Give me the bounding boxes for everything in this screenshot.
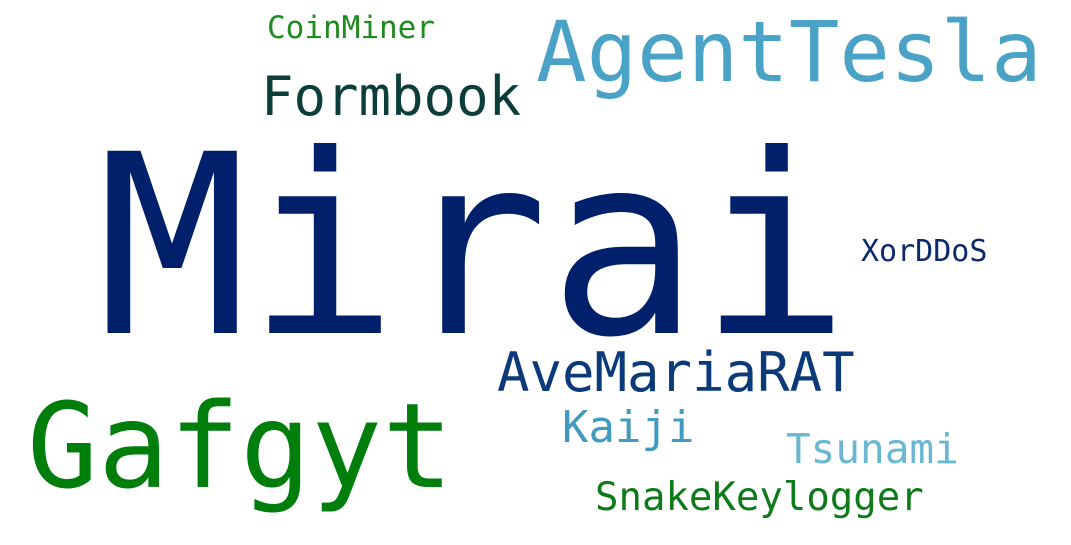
word-coinminer: CoinMiner xyxy=(267,10,435,46)
word-snakekeylogger: SnakeKeylogger xyxy=(595,475,924,520)
word-tsunami: Tsunami xyxy=(786,425,959,473)
word-kaiji: Kaiji xyxy=(562,402,695,453)
word-mirai: Mirai xyxy=(97,101,850,392)
word-formbook: Formbook xyxy=(261,65,522,128)
word-avemariarat: AveMariaRAT xyxy=(497,341,855,404)
word-xorddos: XorDDoS xyxy=(861,234,988,269)
word-agenttesla: AgentTesla xyxy=(536,3,1042,101)
word-gafgyt: Gafgyt xyxy=(27,377,454,515)
